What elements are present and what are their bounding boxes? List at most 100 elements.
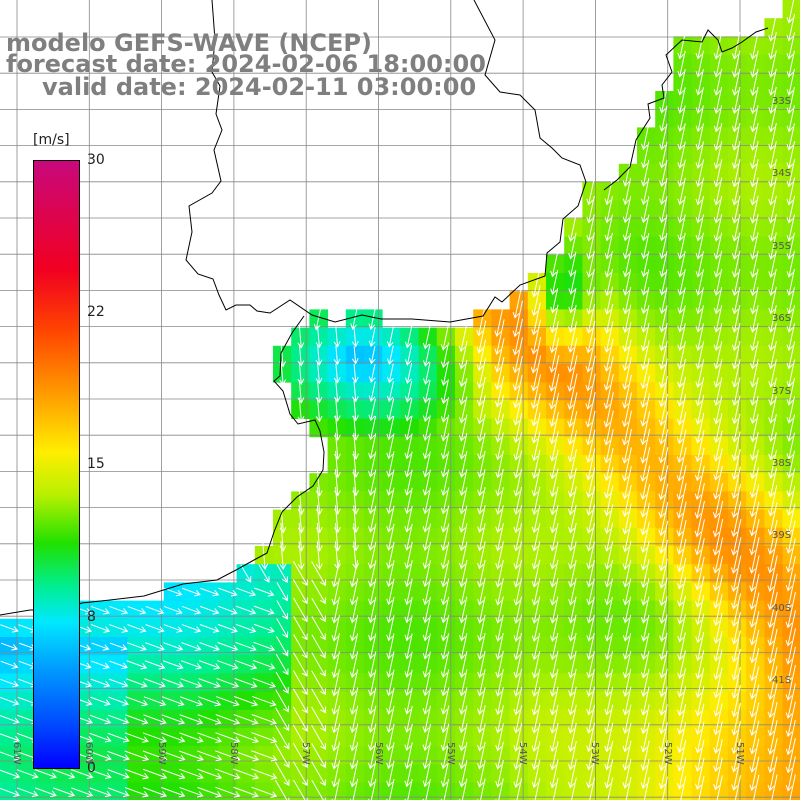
- wind-arrow: [586, 614, 595, 642]
- wind-arrow: [713, 775, 723, 800]
- wind-arrow: [695, 667, 705, 698]
- wind-arrow: [694, 500, 705, 538]
- wind-arrow: [604, 596, 613, 624]
- wind-arrow: [422, 742, 431, 770]
- wind-arrow: [275, 671, 289, 694]
- wind-arrow: [440, 361, 449, 386]
- wind-arrow: [695, 123, 704, 151]
- wind-arrow: [458, 705, 468, 734]
- wind-arrow: [0, 769, 21, 779]
- wind-arrow: [695, 412, 705, 444]
- wind-arrow: [622, 758, 632, 789]
- wind-arrow: [217, 623, 239, 633]
- wind-arrow: [349, 633, 359, 660]
- wind-arrow: [423, 362, 431, 385]
- wind-arrow: [440, 778, 450, 800]
- wind-arrow: [585, 448, 596, 481]
- wind-arrow: [604, 286, 614, 315]
- wind-arrow: [333, 363, 341, 384]
- wind-arrow: [731, 141, 741, 170]
- wind-arrow: [713, 250, 723, 278]
- wind-arrow: [109, 605, 129, 615]
- wind-arrow: [640, 776, 650, 800]
- wind-arrow: [786, 468, 796, 498]
- wind-arrow: [494, 300, 505, 338]
- wind-arrow: [386, 578, 395, 606]
- wind-arrow: [713, 430, 723, 462]
- wind-arrow: [622, 578, 632, 606]
- wind-arrow: [695, 32, 704, 60]
- wind-arrow: [549, 650, 559, 679]
- wind-arrow: [349, 651, 359, 679]
- wind-arrow: [163, 605, 183, 615]
- wind-arrow: [459, 614, 468, 642]
- longitude-label: 53W: [589, 742, 601, 765]
- wind-arrow: [0, 642, 18, 651]
- wind-arrow: [331, 633, 340, 660]
- wind-arrow: [440, 596, 450, 624]
- wind-arrow: [768, 50, 777, 78]
- wind-arrow: [750, 323, 759, 352]
- wind-arrow: [258, 564, 270, 583]
- wind-arrow: [458, 559, 468, 588]
- wind-arrow: [513, 413, 523, 444]
- wind-arrow: [604, 704, 614, 734]
- wind-arrow: [767, 702, 778, 737]
- latitude-label: 34S: [772, 168, 792, 180]
- wind-arrow: [144, 678, 166, 688]
- wind-arrow: [731, 431, 741, 462]
- wind-arrow: [622, 740, 632, 771]
- wind-arrow: [0, 751, 21, 761]
- wind-arrow: [713, 177, 723, 206]
- wind-arrow: [786, 450, 796, 479]
- wind-arrow: [440, 541, 450, 570]
- wind-arrow: [386, 415, 395, 441]
- wind-arrow: [368, 615, 377, 642]
- wind-arrow: [386, 560, 395, 588]
- wind-arrow: [513, 450, 523, 479]
- wind-arrow: [477, 578, 486, 606]
- wind-arrow: [786, 341, 796, 370]
- latitude-label: 41S: [772, 675, 792, 687]
- longitude-label: 56W: [372, 742, 384, 765]
- wind-arrow: [768, 177, 777, 206]
- wind-arrow: [676, 776, 687, 800]
- wind-arrow: [107, 714, 130, 725]
- wind-arrow: [713, 667, 723, 699]
- wind-arrow: [34, 769, 58, 779]
- wind-arrow: [52, 769, 76, 779]
- wind-arrow: [622, 357, 632, 390]
- wind-arrow: [512, 375, 523, 409]
- wind-arrow: [749, 467, 759, 499]
- wind-arrow: [459, 633, 468, 660]
- wind-arrow: [640, 722, 650, 753]
- wind-arrow: [567, 741, 577, 771]
- wind-arrow: [549, 578, 559, 606]
- wind-arrow: [513, 468, 523, 497]
- wind-arrow: [279, 361, 287, 386]
- wind-arrow: [368, 381, 376, 403]
- wind-arrow: [333, 326, 341, 348]
- wind-arrow: [749, 555, 760, 593]
- wind-arrow: [712, 556, 724, 592]
- wind-arrow: [313, 307, 322, 331]
- wind-arrow: [567, 777, 577, 800]
- wind-arrow: [386, 633, 395, 660]
- wind-arrow: [404, 523, 413, 551]
- wind-arrow: [622, 269, 632, 296]
- wind-arrow: [785, 738, 796, 774]
- wind-arrow: [768, 32, 777, 60]
- wind-arrow: [676, 557, 687, 590]
- wind-arrow: [585, 337, 596, 373]
- wind-arrow: [107, 787, 130, 798]
- wind-arrow: [785, 774, 796, 800]
- wind-arrow: [785, 591, 796, 629]
- wind-arrow: [786, 87, 795, 115]
- wind-arrow: [351, 381, 359, 403]
- wind-arrow: [658, 577, 668, 607]
- wind-arrow: [604, 740, 614, 771]
- map-title-model: modelo GEFS-WAVE (NCEP): [6, 29, 372, 57]
- wind-arrow: [422, 487, 431, 515]
- wind-arrow: [549, 321, 559, 354]
- wind-arrow: [731, 177, 741, 206]
